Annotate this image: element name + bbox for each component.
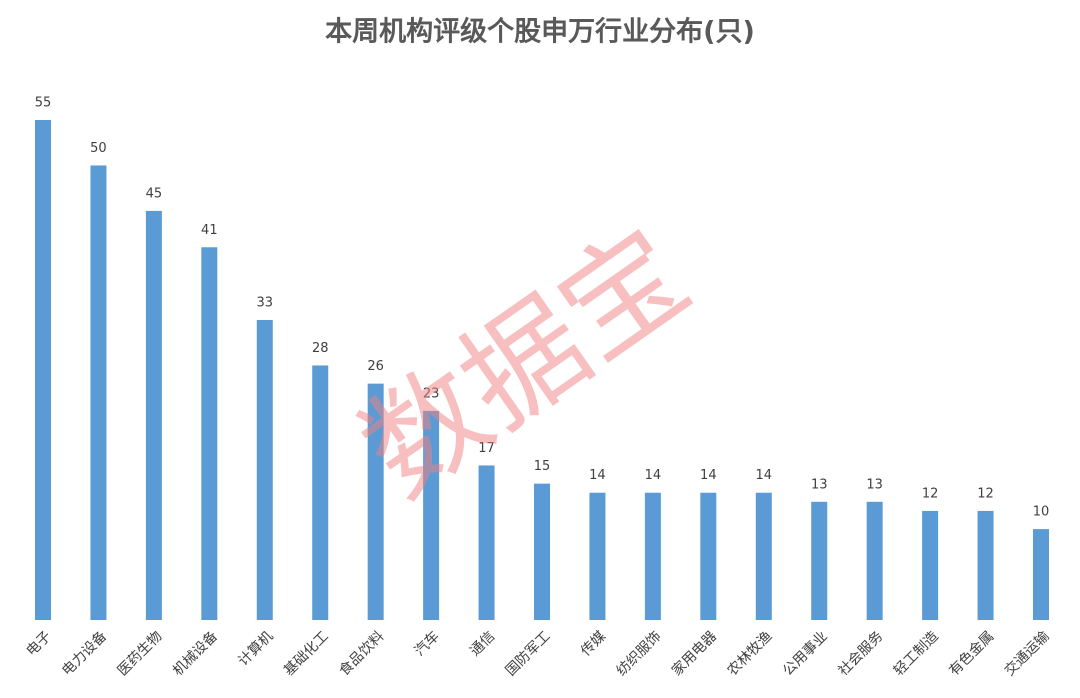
bar (478, 465, 495, 620)
data-label: 14 (756, 468, 773, 483)
data-label: 33 (257, 296, 274, 311)
data-label: 41 (201, 223, 218, 238)
data-label: 13 (866, 477, 883, 492)
bar (866, 501, 883, 620)
bar (977, 510, 994, 620)
bar (755, 492, 772, 620)
bar (312, 365, 329, 620)
bar (700, 492, 717, 620)
bar (90, 165, 107, 621)
data-label: 23 (423, 386, 440, 401)
data-label: 12 (977, 486, 994, 501)
bar (35, 120, 51, 620)
data-label: 10 (1033, 505, 1050, 520)
bar (589, 492, 606, 620)
bar (256, 320, 273, 620)
data-label: 14 (589, 468, 606, 483)
bar (201, 247, 218, 621)
data-label: 45 (146, 186, 163, 201)
bar (534, 483, 550, 620)
data-label: 13 (811, 477, 828, 492)
data-label: 17 (478, 441, 495, 456)
data-label: 50 (90, 141, 107, 156)
chart-title: 本周机构评级个股申万行业分布(只) (325, 16, 755, 48)
bar (145, 210, 162, 620)
data-label: 26 (367, 359, 384, 374)
data-label: 28 (312, 341, 329, 356)
data-label: 15 (534, 459, 551, 474)
data-label: 12 (922, 486, 939, 501)
bar (423, 410, 440, 620)
bar (811, 501, 828, 620)
bar (644, 492, 661, 620)
bar (922, 510, 939, 620)
data-label: 55 (35, 96, 52, 111)
data-label: 14 (645, 468, 662, 483)
bar (367, 383, 384, 620)
bar (1033, 529, 1049, 620)
data-label: 14 (700, 468, 717, 483)
